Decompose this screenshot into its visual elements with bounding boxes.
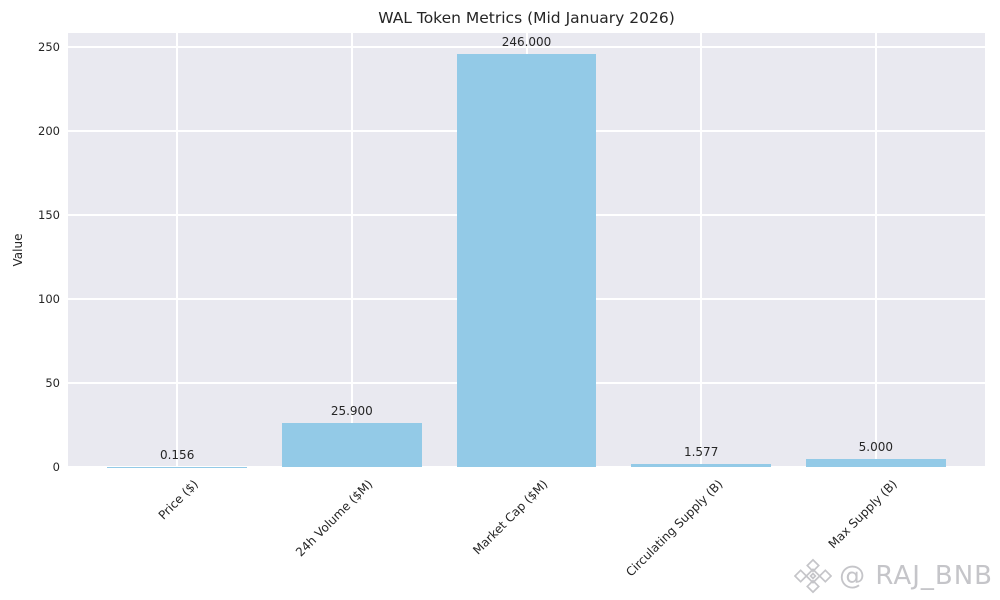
bar	[281, 423, 422, 467]
y-axis: 0 50 100 150 200 250	[0, 33, 60, 474]
x-tick-label: Market Cap ($M)	[470, 477, 551, 558]
y-tick-label: 250	[38, 39, 60, 54]
watermark: @ RAJ_BNB	[794, 557, 993, 595]
bar-value-label: 5.000	[858, 439, 894, 454]
gridline-vertical	[700, 33, 703, 467]
plot-area: 0.156 25.900 246.000 1.577 5.000	[68, 33, 985, 468]
x-tick-label: Price ($)	[155, 477, 202, 523]
x-tick-label: Max Supply (B)	[825, 477, 900, 552]
bar-value-label: 1.577	[683, 445, 719, 460]
y-tick-label: 100	[38, 291, 60, 306]
x-tick-label: Circulating Supply (B)	[622, 477, 726, 580]
bar-value-label: 0.156	[159, 447, 195, 462]
bar	[805, 458, 946, 467]
y-tick-label: 50	[45, 375, 60, 390]
binance-diamond-icon	[794, 557, 833, 595]
x-tick-label: 24h Volume ($M)	[293, 477, 376, 560]
watermark-handle: @ RAJ_BNB	[839, 561, 993, 591]
bar	[631, 464, 772, 467]
y-tick-label: 200	[38, 123, 60, 138]
y-tick-label: 0	[52, 460, 60, 474]
bar-value-label: 25.900	[330, 404, 373, 419]
gridline-vertical	[874, 33, 877, 467]
bar	[456, 53, 597, 467]
y-tick-label: 150	[38, 207, 60, 222]
gridline-horizontal	[68, 466, 985, 468]
gridline-vertical	[350, 33, 353, 467]
bar-value-label: 246.000	[501, 34, 552, 49]
gridline-vertical	[176, 33, 179, 467]
chart-title: WAL Token Metrics (Mid January 2026)	[378, 9, 675, 27]
